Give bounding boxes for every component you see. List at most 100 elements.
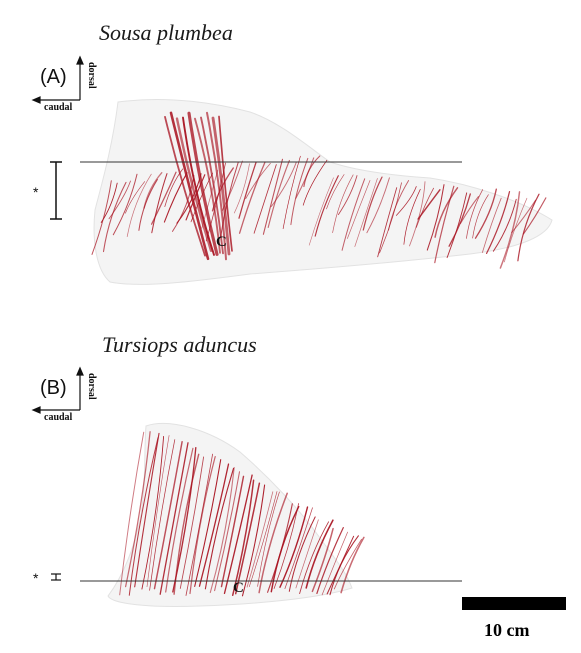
- sousa-vessel-branch: [434, 185, 455, 264]
- sousa-vessel-branch: [415, 187, 435, 228]
- sousa-vessel-branch: [522, 197, 547, 235]
- sousa-vessel-branch: [126, 173, 152, 237]
- panel-a-caudal-label: caudal: [44, 102, 73, 113]
- tursiops-vessel-branch: [119, 431, 145, 596]
- sousa-vessel-branch: [446, 192, 468, 259]
- sousa-vessel-branch: [504, 197, 528, 263]
- tursiops-vessel-branch: [128, 437, 159, 596]
- sousa-vessel-branch: [102, 181, 127, 253]
- sousa-vessel-branch: [499, 191, 521, 269]
- sousa-vessel-branch: [377, 187, 398, 258]
- sousa-vessel-branch: [302, 159, 328, 206]
- panel-b-dorsal-label: dorsal: [86, 373, 97, 400]
- sousa-main-vessel: [169, 111, 210, 261]
- sousa-vessel-branch: [143, 172, 163, 209]
- panel-a-asterisk: *: [33, 184, 39, 200]
- tursiops-vessel-network: [119, 431, 365, 597]
- tursiops-vessel-branch: [299, 521, 330, 595]
- sousa-vessel-branch: [332, 174, 354, 234]
- sousa-vessel-branch: [112, 173, 138, 236]
- sousa-vessel-branch: [417, 189, 441, 220]
- sousa-vessel-branch: [176, 173, 202, 224]
- tursiops-vessel-branch: [311, 527, 334, 593]
- sousa-vessel-branch: [262, 158, 284, 235]
- tursiops-vessel-branch: [209, 466, 235, 594]
- tursiops-vessel-branch: [241, 484, 266, 597]
- sousa-vessel-branch: [211, 167, 234, 212]
- sousa-main-vessel: [194, 117, 221, 254]
- panel-b-c-marker: C: [233, 580, 244, 596]
- sousa-vessel-branch: [366, 177, 390, 234]
- sousa-vessel-branch: [150, 171, 177, 225]
- tursiops-vessel-branch: [194, 459, 222, 587]
- panel-a-c-marker: C: [216, 234, 227, 250]
- sousa-vessel-branch: [485, 190, 511, 255]
- sousa-vessel-branch: [426, 184, 445, 251]
- tursiops-vessel-branch: [340, 536, 365, 594]
- sousa-vessel-branch: [459, 195, 480, 225]
- scale-bar-label: 10 cm: [484, 620, 530, 640]
- panel-a-label: (A): [40, 66, 67, 88]
- tursiops-vessel-branch: [305, 519, 334, 589]
- tursiops-vessel-branch: [165, 447, 194, 593]
- sousa-main-vessel: [211, 116, 231, 256]
- tursiops-vessel-branch: [189, 455, 216, 595]
- panel-a-dorsal-label: dorsal: [86, 62, 97, 89]
- sousa-vessel-branch: [100, 182, 118, 223]
- tursiops-vessel-branch: [321, 531, 348, 596]
- sousa-vessel-branch: [190, 172, 213, 223]
- sousa-vessel-branch: [341, 178, 366, 251]
- sousa-vessel-branch: [201, 169, 219, 229]
- sousa-vessel-branch: [434, 187, 459, 238]
- orientation-arrows-a: [31, 55, 84, 104]
- sousa-main-vessel: [218, 115, 233, 252]
- tursiops-vessel-branch: [153, 440, 183, 590]
- tursiops-vessel-branch: [134, 432, 160, 588]
- sousa-vessel-branch: [253, 164, 277, 234]
- sousa-vessel-branch: [472, 194, 489, 239]
- tursiops-vessel-branch: [248, 491, 278, 588]
- sousa-vessel-branch: [466, 189, 484, 239]
- tursiops-vessel-branch: [214, 471, 241, 592]
- panel-b-asterisk: *: [33, 570, 39, 586]
- sousa-vessel-branch: [185, 174, 206, 221]
- sousa-vessel-branch: [282, 155, 301, 230]
- sousa-vessel-branch: [474, 188, 497, 239]
- sousa-vessel-network: [91, 111, 547, 269]
- sousa-vessel-branch: [379, 182, 402, 254]
- tursiops-fin-outline: [107, 423, 353, 607]
- tursiops-vessel-branch: [146, 435, 170, 588]
- sousa-vessel-branch: [108, 180, 131, 220]
- tursiops-vessel-branch: [124, 431, 151, 588]
- sousa-vessel-branch: [395, 186, 417, 216]
- sousa-main-vessel: [206, 111, 227, 261]
- sousa-vessel-branch: [238, 161, 257, 219]
- sousa-vessel-branch: [403, 188, 421, 245]
- tursiops-vessel-branch: [204, 467, 235, 590]
- tursiops-vessel-branch: [159, 442, 189, 595]
- tursiops-vessel-branch: [231, 479, 255, 597]
- sousa-vessel-branch: [267, 159, 290, 228]
- tursiops-vessel-branch: [198, 463, 230, 587]
- tursiops-vessel-branch: [329, 535, 359, 596]
- sousa-vessel-branch: [517, 193, 540, 262]
- sousa-vessel-branch: [337, 175, 358, 216]
- sousa-vessel-branch: [354, 178, 378, 247]
- tursiops-vessel-branch: [316, 526, 344, 595]
- sousa-vessel-branch: [245, 162, 271, 199]
- tursiops-vessel-branch: [246, 491, 274, 588]
- sousa-vessel-branch: [151, 173, 168, 234]
- sousa-vessel-branch: [290, 157, 309, 226]
- sousa-vessel-branch: [409, 181, 426, 247]
- tursiops-vessel-branch: [273, 503, 299, 589]
- sousa-vessel-branch: [164, 168, 184, 207]
- sousa-vessel-branch: [163, 172, 188, 223]
- sousa-vessel-branch: [511, 199, 537, 234]
- sousa-vessel-branch: [221, 160, 243, 211]
- sousa-vessel-branch: [303, 155, 321, 188]
- sousa-vessel-branch: [326, 174, 345, 210]
- sousa-vessel-branch: [233, 163, 250, 214]
- tursiops-vessel-branch: [258, 492, 288, 594]
- sousa-vessel-branch: [492, 198, 517, 252]
